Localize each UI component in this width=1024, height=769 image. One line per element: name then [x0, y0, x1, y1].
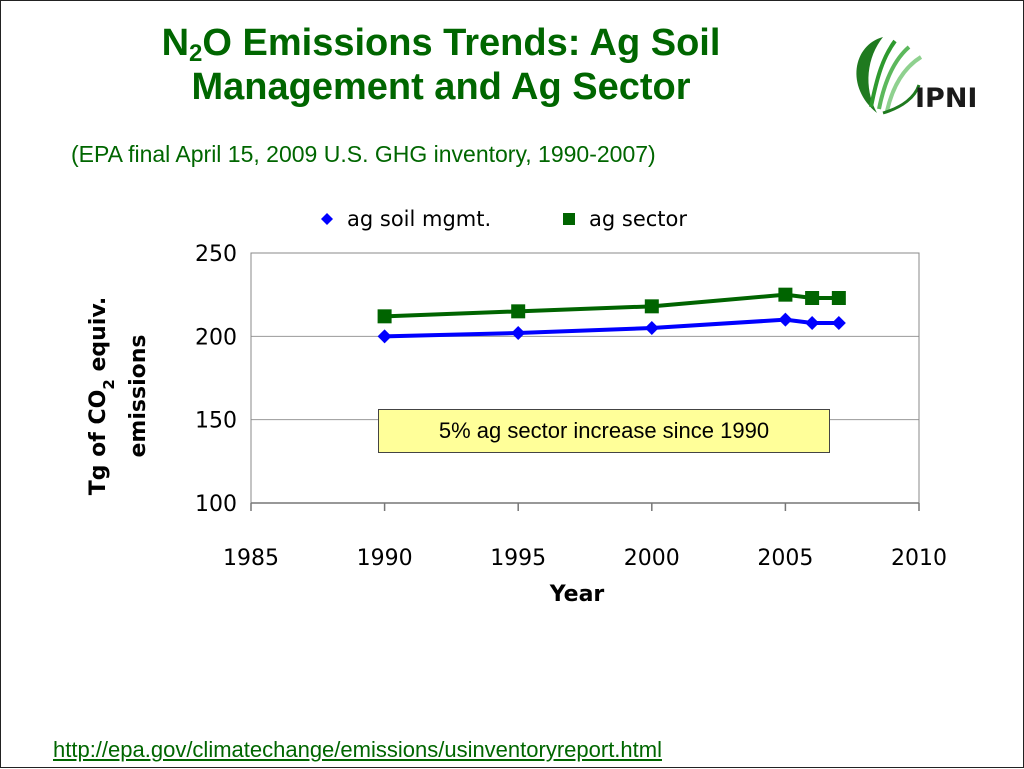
logo-mark-icon: [856, 37, 923, 115]
legend-marker-square-icon: [563, 213, 575, 225]
y-axis-title-prefix: Tg of CO: [86, 390, 111, 496]
title-subscript: 2: [189, 40, 203, 67]
title-prefix: N: [161, 22, 190, 64]
ipni-logo: IPNI: [856, 37, 977, 115]
x-tick-label: 2010: [891, 546, 947, 571]
grid-lines: [251, 252, 919, 421]
y-tick-label: 100: [195, 492, 237, 517]
data-point: [831, 316, 846, 330]
y-tick-label: 200: [195, 325, 237, 350]
data-point: [511, 326, 526, 340]
x-tick-label: 1985: [223, 546, 279, 571]
title-line-1: N2O Emissions Trends: Ag Soil: [1, 21, 881, 67]
data-point: [377, 309, 392, 324]
y-axis-title-line-1: Tg of CO2 equiv.: [86, 297, 118, 495]
title-line-2: Management and Ag Sector: [191, 66, 691, 108]
x-tick-label: 2005: [757, 546, 813, 571]
legend-label: ag soil mgmt.: [347, 207, 491, 231]
plot-area-border: [250, 252, 920, 504]
x-tick-label: 1995: [490, 546, 546, 571]
y-axis-title-line-2: emissions: [126, 335, 151, 458]
data-point: [377, 329, 392, 344]
logo-text: IPNI: [915, 83, 977, 114]
title-line-1-rest: O Emissions Trends: Ag Soil: [202, 22, 721, 64]
data-point: [805, 316, 820, 330]
slide-title: N2O Emissions Trends: Ag Soil Management…: [1, 21, 881, 109]
slide-subtitle: (EPA final April 15, 2009 U.S. GHG inven…: [71, 141, 656, 167]
series-line: [384, 292, 839, 319]
data-point: [805, 291, 820, 305]
y-tick-label: 250: [195, 242, 237, 267]
series: [377, 287, 846, 344]
source-link[interactable]: http://epa.gov/climatechange/emissions/u…: [53, 737, 662, 762]
x-axis-title: Year: [549, 582, 605, 607]
annotation-box: 5% ag sector increase since 1990: [378, 409, 830, 453]
y-axis-title-suffix: equiv.: [86, 297, 111, 379]
series-0: [377, 312, 846, 344]
y-axis-title-subscript: 2: [100, 379, 118, 389]
x-tick-label: 1990: [357, 546, 413, 571]
legend: ag soil mgmt. ag sector: [321, 207, 687, 231]
data-point: [778, 287, 793, 302]
data-point: [778, 312, 793, 327]
series-1: [377, 287, 846, 324]
data-point: [644, 299, 659, 314]
y-axis-title: Tg of CO2 equiv. emissions: [86, 297, 151, 495]
axes: 100 150 200 250 1985 1990 1995 2000 2005 2010: [195, 242, 947, 571]
series-line: [384, 317, 839, 339]
y-tick-label: 150: [195, 409, 237, 434]
data-point: [831, 291, 846, 305]
legend-item: ag soil mgmt.: [321, 207, 491, 231]
data-point: [644, 321, 659, 335]
x-tick-label: 2000: [624, 546, 680, 571]
data-point: [511, 304, 526, 319]
legend-marker-diamond-icon: [321, 213, 333, 225]
legend-item: ag sector: [563, 207, 687, 231]
legend-label: ag sector: [589, 207, 687, 231]
